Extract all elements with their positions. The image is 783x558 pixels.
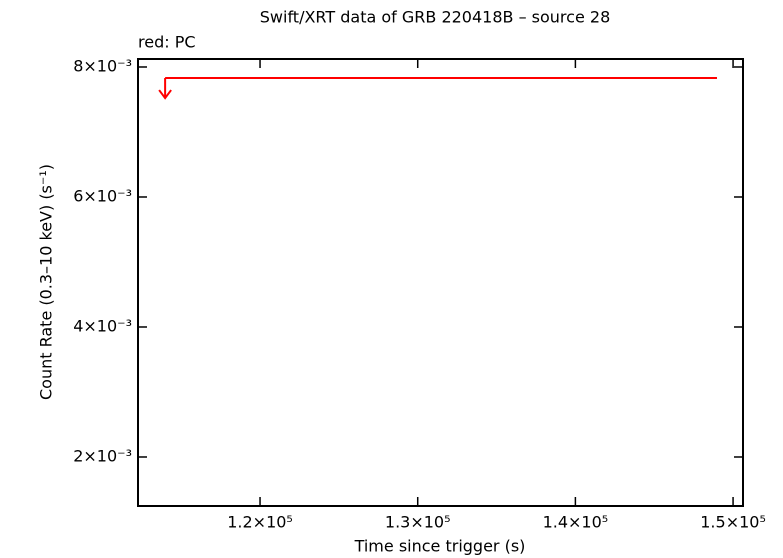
- chart-title: Swift/XRT data of GRB 220418B – source 2…: [260, 8, 611, 27]
- x-tick-label: 1.5×10⁵: [700, 513, 766, 532]
- y-tick-label: 8×10⁻³: [73, 56, 132, 75]
- x-tick-label: 1.4×10⁵: [543, 513, 609, 532]
- y-axis-label: Count Rate (0.3–10 keV) (s⁻¹): [37, 164, 56, 400]
- x-tick-label: 1.2×10⁵: [227, 513, 293, 532]
- plot-frame: [137, 58, 744, 507]
- x-tick-label: 1.3×10⁵: [385, 513, 451, 532]
- y-tick-label: 4×10⁻³: [73, 316, 132, 335]
- y-tick-label: 6×10⁻³: [73, 186, 132, 205]
- annotation: red: PC: [138, 33, 196, 52]
- limit-arrow: [158, 78, 172, 100]
- x-axis-label: Time since trigger (s): [354, 537, 526, 556]
- y-tick-label: 2×10⁻³: [73, 446, 132, 465]
